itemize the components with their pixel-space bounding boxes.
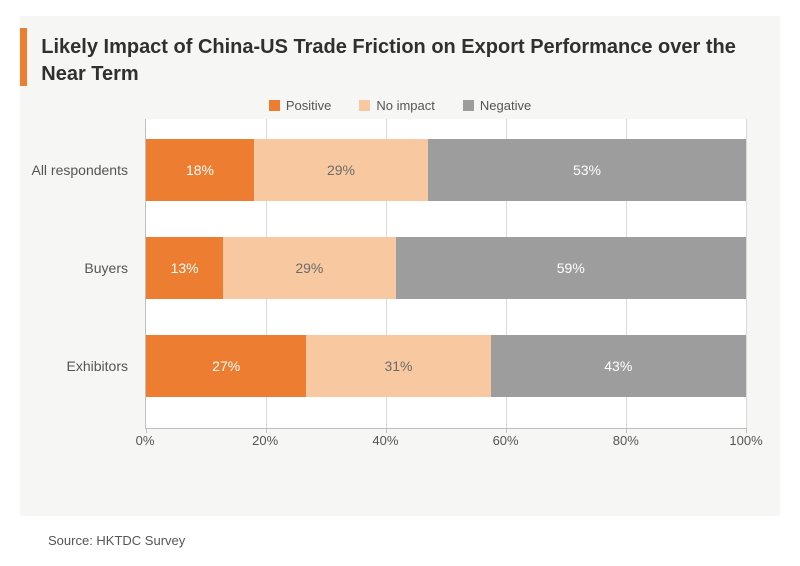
bar-row-buyers: 13% 29% 59% <box>146 237 746 299</box>
bar-row-all-respondents: 18% 29% 53% <box>146 139 746 201</box>
source-text: Source: HKTDC Survey <box>48 533 185 548</box>
chart-title: Likely Impact of China-US Trade Friction… <box>27 28 764 88</box>
y-label: All respondents <box>31 162 128 178</box>
legend-label: Positive <box>286 98 332 113</box>
bar-seg-positive: 27% <box>146 335 306 397</box>
x-tick-label: 40% <box>372 433 398 448</box>
legend: Positive No impact Negative <box>20 98 780 113</box>
bar-seg-positive: 13% <box>146 237 223 299</box>
bar-value: 27% <box>212 358 240 374</box>
legend-label: No impact <box>376 98 435 113</box>
bar-value: 29% <box>295 260 323 276</box>
legend-item-no-impact: No impact <box>359 98 435 113</box>
legend-item-negative: Negative <box>463 98 531 113</box>
x-tick-label: 100% <box>729 433 762 448</box>
legend-label: Negative <box>480 98 531 113</box>
x-tick-label: 80% <box>613 433 639 448</box>
accent-bar <box>20 28 27 86</box>
legend-swatch <box>463 100 474 111</box>
bar-row-exhibitors: 27% 31% 43% <box>146 335 746 397</box>
bar-value: 13% <box>171 260 199 276</box>
plot-wrapper: All respondents Buyers Exhibitors 18 <box>20 119 780 429</box>
bar-seg-positive: 18% <box>146 139 254 201</box>
bar-seg-no-impact: 31% <box>306 335 490 397</box>
bars-layer: 18% 29% 53% 13% 29% 59% 27% 31% 43% <box>146 119 746 428</box>
plot-area: 18% 29% 53% 13% 29% 59% 27% 31% 43% <box>145 119 746 429</box>
bar-seg-negative: 53% <box>428 139 746 201</box>
y-label: Buyers <box>84 260 128 276</box>
legend-swatch <box>359 100 370 111</box>
bar-seg-no-impact: 29% <box>223 237 395 299</box>
title-block: Likely Impact of China-US Trade Friction… <box>20 16 780 88</box>
bar-seg-negative: 43% <box>491 335 746 397</box>
bar-value: 31% <box>384 358 412 374</box>
bar-seg-negative: 59% <box>396 237 747 299</box>
y-label: Exhibitors <box>67 358 128 374</box>
bar-seg-no-impact: 29% <box>254 139 428 201</box>
bar-value: 43% <box>604 358 632 374</box>
x-axis-ticks: 0% 20% 40% 60% 80% 100% <box>145 429 746 451</box>
y-axis-labels: All respondents Buyers Exhibitors <box>20 119 140 429</box>
x-tick-label: 60% <box>493 433 519 448</box>
bar-value: 59% <box>557 260 585 276</box>
bar-value: 29% <box>327 162 355 178</box>
gridline <box>746 119 747 428</box>
legend-swatch <box>269 100 280 111</box>
x-tick-label: 0% <box>136 433 155 448</box>
x-tick-label: 20% <box>252 433 278 448</box>
legend-item-positive: Positive <box>269 98 332 113</box>
bar-value: 53% <box>573 162 601 178</box>
bar-value: 18% <box>186 162 214 178</box>
